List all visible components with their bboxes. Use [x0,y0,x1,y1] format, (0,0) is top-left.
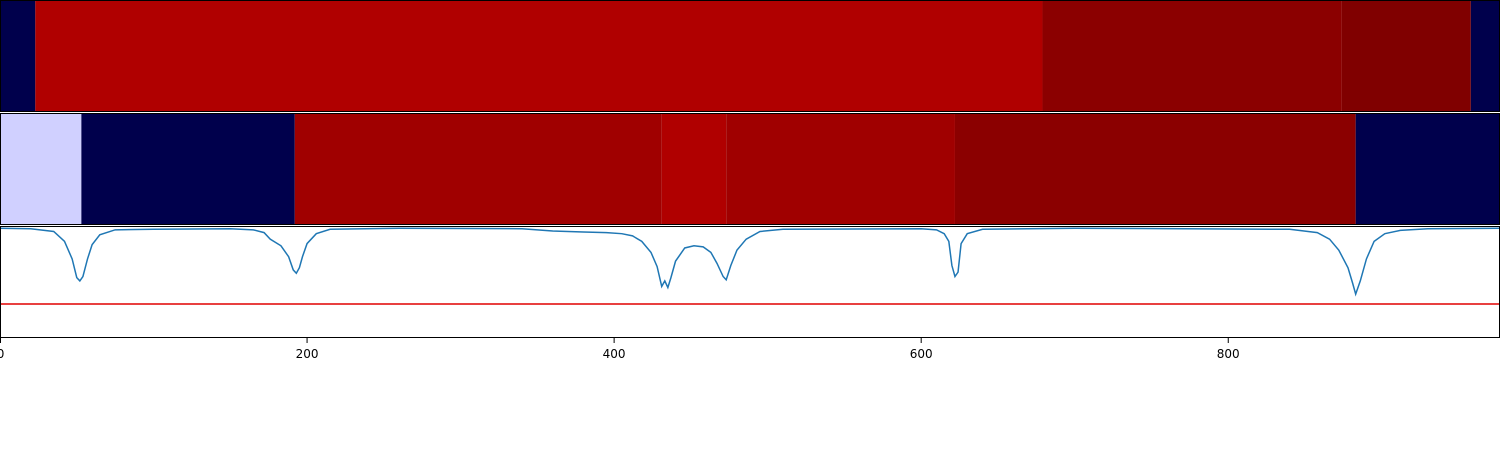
segment [1355,113,1500,225]
x-tick-label: 400 [603,347,626,361]
x-tick-label: 0 [0,347,4,361]
segment [661,113,727,225]
score-line [0,227,1500,297]
segment [1341,0,1471,112]
x-tick-label: 800 [1217,347,1240,361]
segment [35,0,1043,112]
segment [726,113,955,225]
segment [954,113,1356,225]
segment [1470,0,1500,112]
x-tick-label: 200 [296,347,319,361]
segment [0,0,36,112]
segment [294,113,662,225]
x-tick-label: 600 [910,347,933,361]
segment [1042,0,1342,112]
panel-frame [0,226,1500,338]
segment [81,113,295,225]
segment [0,113,82,225]
